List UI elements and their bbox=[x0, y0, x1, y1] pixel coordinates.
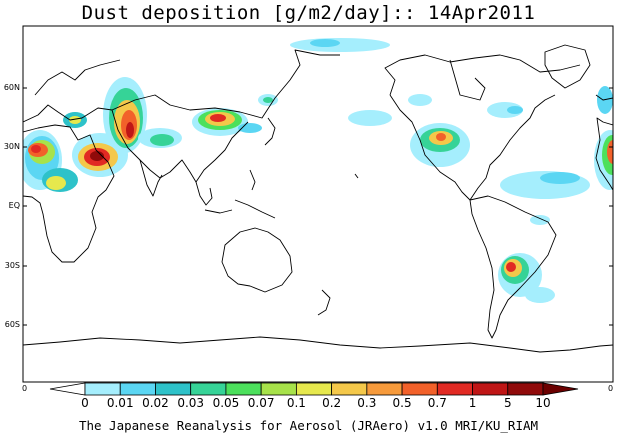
lat-label-30s: 30S bbox=[4, 261, 20, 270]
colorbar-tick-label: 0.3 bbox=[357, 396, 377, 410]
colorbar-segment-14 bbox=[542, 382, 579, 396]
colorbar-segment-5 bbox=[225, 382, 262, 396]
colorbar-tick-label: 0.01 bbox=[106, 396, 134, 410]
colorbar-segment-11 bbox=[436, 382, 473, 396]
colorbar-tick-label: 5 bbox=[503, 396, 512, 410]
edge-label-left: 0 bbox=[22, 384, 28, 393]
colorbar-segment-4 bbox=[190, 382, 227, 396]
colorbar-segment-9 bbox=[366, 382, 403, 396]
coastlines bbox=[23, 44, 613, 353]
colorbar-tick-label: 0.7 bbox=[427, 396, 447, 410]
edge-label-right: 0 bbox=[608, 384, 614, 393]
colorbar-segment-10 bbox=[401, 382, 438, 396]
colorbar-tick-label: 0.1 bbox=[286, 396, 306, 410]
colorbar-tick-label: 10 bbox=[535, 396, 551, 410]
lat-label-eq: EQ bbox=[8, 201, 20, 210]
colorbar-tick-label: 0 bbox=[81, 396, 89, 410]
colorbar-tick-label: 0.05 bbox=[212, 396, 240, 410]
colorbar-tick-label: 1 bbox=[468, 396, 477, 410]
colorbar-segment-3 bbox=[155, 382, 192, 396]
colorbar-segment-6 bbox=[260, 382, 297, 396]
lat-label-60s: 60S bbox=[4, 320, 20, 329]
colorbar-tick-label: 0.5 bbox=[392, 396, 412, 410]
colorbar-tick-label: 0.03 bbox=[177, 396, 205, 410]
colorbar-tick-label: 0.07 bbox=[247, 396, 275, 410]
credit-line: The Japanese Reanalysis for Aerosol (JRA… bbox=[78, 418, 539, 433]
lat-label-60n: 60N bbox=[3, 83, 20, 92]
colorbar-segment-1 bbox=[84, 382, 121, 396]
colorbar-segment-7 bbox=[295, 382, 333, 396]
colorbar-segment-8 bbox=[331, 382, 368, 396]
colorbar-tick-label: 0.2 bbox=[322, 396, 342, 410]
map-frame bbox=[22, 25, 614, 383]
lat-label-30n: 30N bbox=[3, 142, 20, 151]
colorbar-segment-12 bbox=[472, 382, 509, 396]
colorbar-segment-2 bbox=[119, 382, 156, 396]
map-title: Dust deposition [g/m2/day]:: 14Apr2011 bbox=[81, 2, 536, 24]
colorbar-segment-13 bbox=[507, 382, 544, 396]
colorbar-tick-label: 0.02 bbox=[142, 396, 169, 410]
colorbar-segment-0 bbox=[49, 382, 86, 396]
